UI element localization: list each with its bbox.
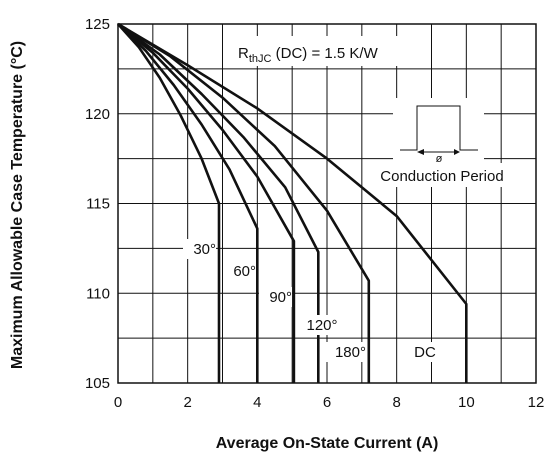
plot-frame <box>117 23 537 384</box>
series-label: 180° <box>335 344 366 361</box>
series-label-bg <box>223 261 256 281</box>
series-label-bg <box>259 287 292 307</box>
series-line-dc <box>117 22 468 383</box>
series-line-60deg <box>117 23 259 383</box>
tick-labels: 0 2 4 6 8 10 12 105 110 115 120 125 30° 60° 90° 120° 180… <box>85 16 544 411</box>
rthjc-annotation: RthJC (DC) = 1.5 K/W <box>233 36 423 66</box>
rthjc-r: R <box>238 45 249 62</box>
series-label-bg <box>324 342 366 362</box>
series-label-bg <box>301 315 343 335</box>
phi-arrow-right <box>454 149 460 155</box>
y-tick-label: 110 <box>86 285 110 302</box>
x-tick-label: 4 <box>253 394 261 411</box>
series-label-bg <box>183 239 216 259</box>
y-axis-title: Maximum Allowable Case Temperature (°C) <box>9 41 26 369</box>
y-tick-label: 120 <box>85 106 110 123</box>
series-line-30deg <box>117 23 221 383</box>
conduction-waveform <box>400 105 478 151</box>
series-label: 60° <box>233 263 256 280</box>
series-label: 90° <box>269 289 292 306</box>
series-line-120deg <box>117 22 320 383</box>
x-tick-label: 12 <box>528 394 544 411</box>
rthjc-value: (DC) = 1.5 K/W <box>271 45 378 62</box>
conduction-period-inset: ø Conduction Period <box>366 98 521 187</box>
rthjc-subscript: thJC <box>249 53 272 65</box>
series-label: DC <box>414 344 436 361</box>
series-label-bg <box>413 342 437 362</box>
y-tick-label: 105 <box>85 375 110 392</box>
x-axis-title: Average On-State Current (A) <box>216 435 439 452</box>
series-label: 120° <box>306 317 337 334</box>
y-tick-label: 125 <box>85 16 110 33</box>
svg-text:RthJC (DC) = 1.5 K/W: RthJC (DC) = 1.5 K/W <box>238 45 379 65</box>
x-tick-label: 10 <box>458 394 475 411</box>
x-tick-label: 6 <box>323 394 331 411</box>
phi-arrow-left <box>417 149 424 155</box>
x-tick-label: 8 <box>392 394 400 411</box>
x-tick-label: 0 <box>114 394 122 411</box>
series-line-90deg <box>117 22 296 383</box>
series-label: 30° <box>193 241 216 258</box>
phi-label: ø <box>436 153 443 165</box>
x-tick-label: 2 <box>183 394 191 411</box>
series-group <box>117 22 468 383</box>
conduction-period-label: Conduction Period <box>380 168 503 185</box>
y-tick-label: 115 <box>86 196 110 213</box>
